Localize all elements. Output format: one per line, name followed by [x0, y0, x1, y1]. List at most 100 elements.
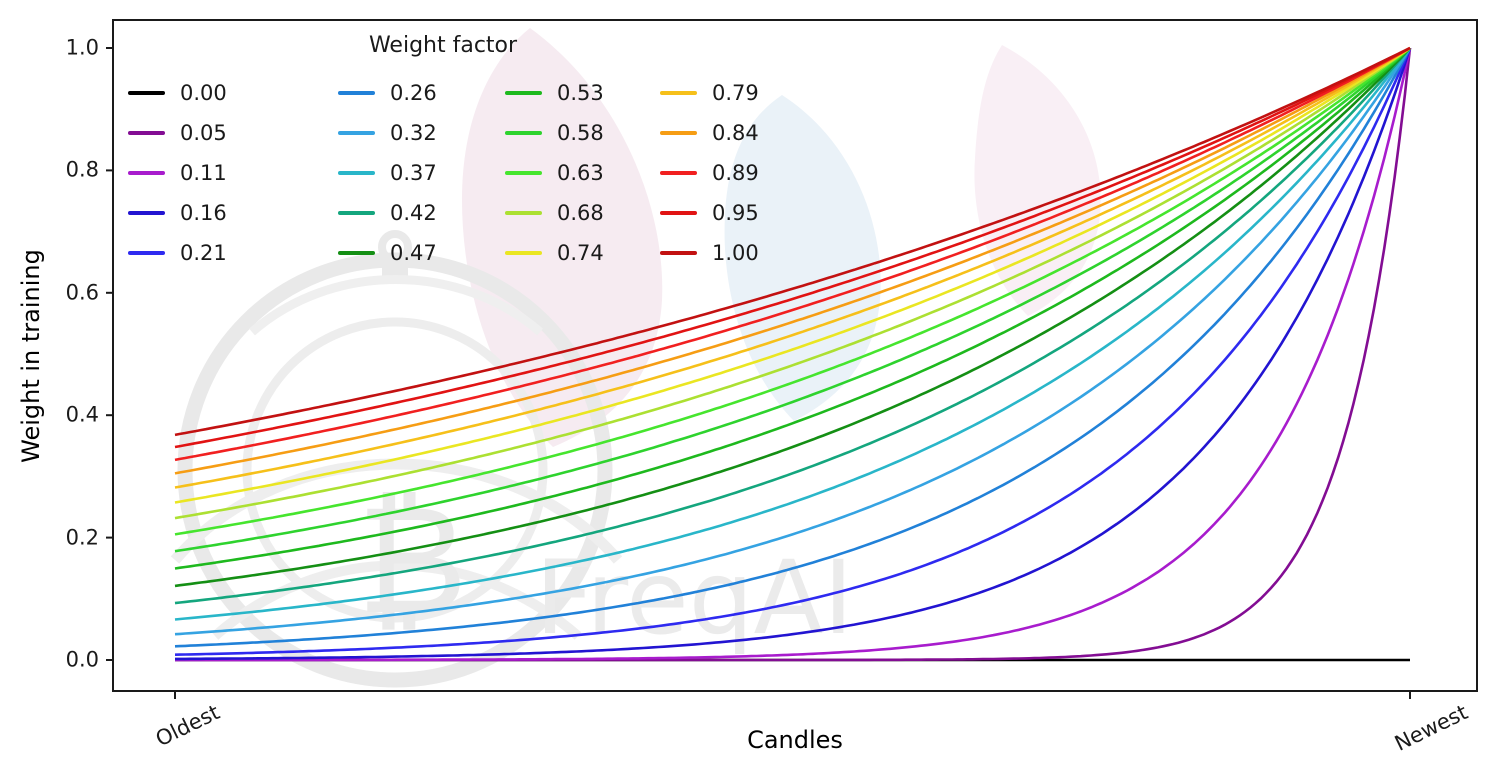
- legend-item: 0.16: [128, 193, 338, 233]
- legend-item: 0.58: [505, 113, 660, 153]
- legend-item-label: 0.47: [390, 241, 437, 265]
- legend-swatch: [660, 131, 697, 135]
- legend-swatch: [338, 91, 375, 95]
- curve-factor-0.58: [174, 47, 1411, 553]
- legend-swatch: [505, 171, 542, 175]
- curve-factor-0.84: [174, 46, 1411, 475]
- legend-item-label: 0.84: [712, 121, 759, 145]
- legend-swatch: [338, 251, 375, 255]
- curve-factor-0.89: [174, 46, 1411, 462]
- legend-item-label: 0.32: [390, 121, 437, 145]
- legend-item-label: 0.11: [180, 161, 227, 185]
- curve-factor-1.00: [174, 46, 1411, 437]
- legend-item: 0.53: [505, 73, 660, 113]
- legend-swatch: [505, 251, 542, 255]
- curve-factor-0.74: [174, 46, 1411, 504]
- legend-item-label: 0.21: [180, 241, 227, 265]
- watermark-leaf-pink-2: [974, 45, 1101, 316]
- legend-item-label: 0.00: [180, 81, 227, 105]
- legend-item: 0.47: [338, 233, 505, 273]
- legend-item: 0.05: [128, 113, 338, 153]
- legend-swatch: [505, 211, 542, 215]
- plot-border: [112, 19, 1478, 692]
- y-axis-label: Weight in training: [17, 249, 45, 463]
- curve-factor-0.95: [174, 46, 1411, 449]
- x-axis-label: Candles: [747, 726, 843, 754]
- legend-item-label: 0.63: [557, 161, 604, 185]
- y-tick-label: 1.0: [65, 35, 99, 60]
- legend-item-label: 0.89: [712, 161, 759, 185]
- legend-item-label: 0.42: [390, 201, 437, 225]
- legend-swatch: [505, 91, 542, 95]
- watermark-wing-arc-2: [211, 560, 582, 640]
- watermark-wing-arc-3: [249, 275, 543, 336]
- y-tick-label: 0.6: [65, 280, 99, 305]
- legend-item: 0.84: [660, 113, 810, 153]
- legend-item-label: 0.16: [180, 201, 227, 225]
- watermark-logo: ₿ FreqAI: [170, 28, 1101, 688]
- legend-item: 0.26: [338, 73, 505, 113]
- curve-factor-0.26: [174, 47, 1412, 648]
- legend-item: 0.95: [660, 193, 810, 233]
- legend-item-label: 0.58: [557, 121, 604, 145]
- legend-swatch: [505, 131, 542, 135]
- legend-item-label: 0.68: [557, 201, 604, 225]
- curve-factor-0.37: [174, 47, 1412, 621]
- curve-factor-0.21: [174, 47, 1412, 656]
- legend-item: 0.89: [660, 153, 810, 193]
- legend-item-label: 0.74: [557, 241, 604, 265]
- legend-item: 0.42: [338, 193, 505, 233]
- y-tick-label: 0.4: [65, 402, 99, 427]
- curve-factor-0.11: [175, 47, 1412, 662]
- legend-item: 0.11: [128, 153, 338, 193]
- legend-swatch: [128, 251, 165, 255]
- curve-factor-0.63: [174, 46, 1411, 536]
- legend-swatch: [660, 91, 697, 95]
- legend-item-label: 0.95: [712, 201, 759, 225]
- curve-factor-0.47: [174, 47, 1411, 588]
- legend-swatch: [660, 251, 697, 255]
- watermark-stopwatch-knob: [378, 230, 412, 264]
- axes-frame: [112, 19, 1478, 692]
- watermark-inner-ring: [242, 317, 548, 623]
- legend-title: Weight factor: [368, 33, 518, 58]
- legend-item-label: 1.00: [712, 241, 759, 265]
- legend-swatch: [660, 211, 697, 215]
- legend-swatch: [128, 171, 165, 175]
- curve-factor-0.53: [174, 47, 1411, 570]
- y-tick-label: 0.0: [65, 647, 99, 672]
- legend-item: 0.63: [505, 153, 660, 193]
- legend-item: 0.79: [660, 73, 810, 113]
- plot-curves: [174, 46, 1412, 662]
- legend-swatch: [128, 91, 165, 95]
- y-tick-label: 0.8: [65, 157, 99, 182]
- legend-swatch: [338, 171, 375, 175]
- tick-marks: [106, 47, 1411, 699]
- legend-swatch: [660, 171, 697, 175]
- legend-item-label: 0.26: [390, 81, 437, 105]
- legend-item: 0.00: [128, 73, 338, 113]
- legend-item: 0.74: [505, 233, 660, 273]
- legend-item-label: 0.05: [180, 121, 227, 145]
- legend-item-label: 0.37: [390, 161, 437, 185]
- legend-swatch: [338, 211, 375, 215]
- legend-swatch: [128, 211, 165, 215]
- watermark-leaf-blue: [724, 95, 881, 421]
- y-tick-label: 0.2: [65, 525, 99, 550]
- curve-factor-0.42: [174, 47, 1411, 605]
- curve-factor-0.32: [174, 47, 1412, 636]
- curve-factor-0.79: [174, 46, 1411, 489]
- legend-item: 0.68: [505, 193, 660, 233]
- legend-item: 1.00: [660, 233, 810, 273]
- legend-item: 0.32: [338, 113, 505, 153]
- legend-swatch: [338, 131, 375, 135]
- legend-item-label: 0.53: [557, 81, 604, 105]
- legend: 0.00 0.05 0.11 0.16 0.21 0.26 0.32 0.37 0.42 0.47…: [128, 73, 810, 273]
- curve-factor-0.68: [174, 46, 1411, 520]
- legend-item-label: 0.79: [712, 81, 759, 105]
- curve-factor-0.16: [175, 47, 1412, 661]
- legend-swatch: [128, 131, 165, 135]
- legend-item: 0.37: [338, 153, 505, 193]
- bitcoin-icon: ₿: [356, 474, 467, 648]
